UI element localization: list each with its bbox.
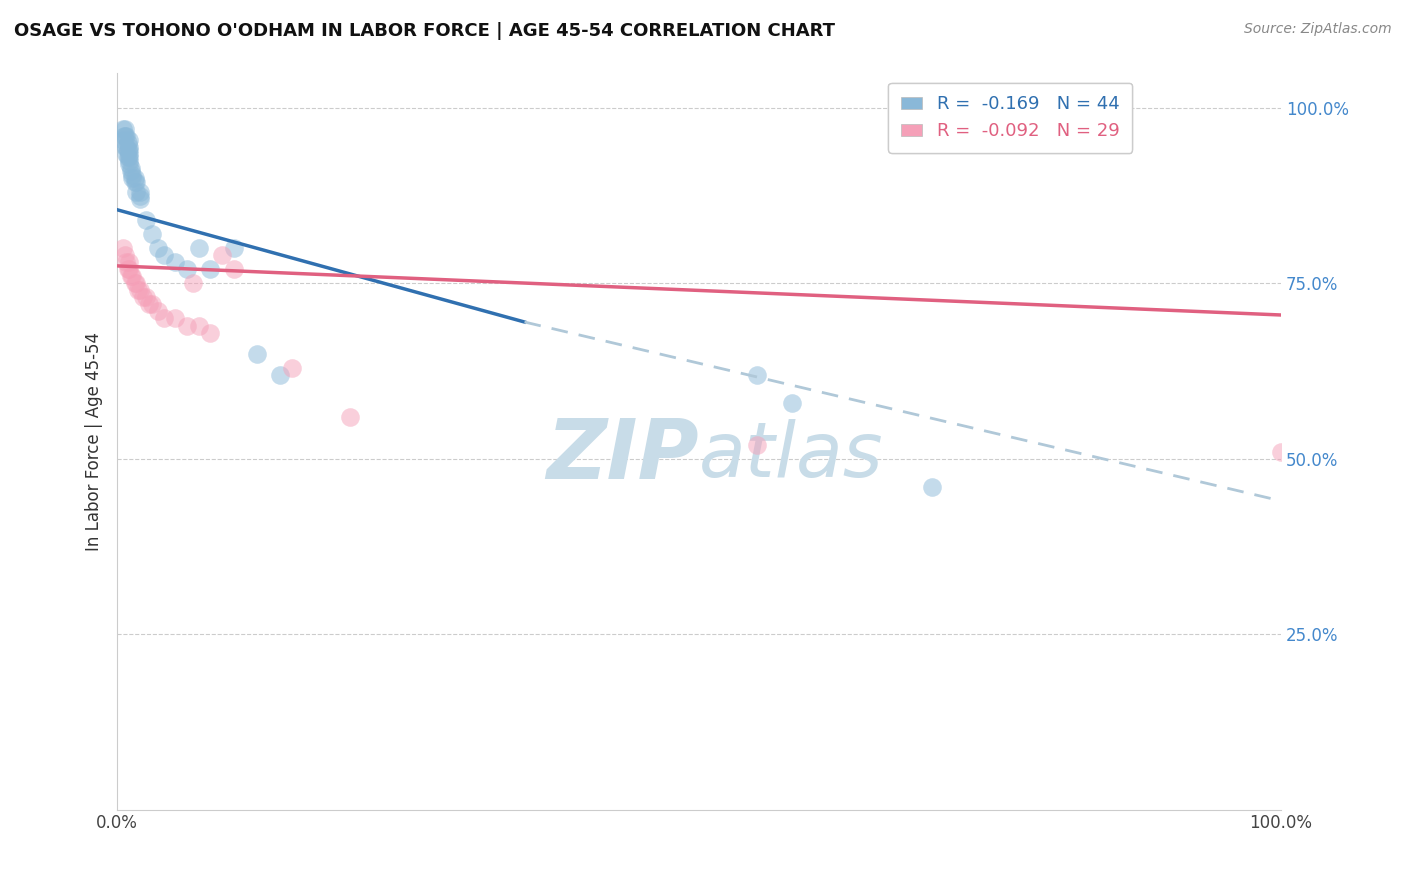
- Point: [111, 122, 134, 136]
- Point: [269, 368, 291, 382]
- Point: [121, 269, 143, 284]
- Point: [117, 262, 139, 277]
- Point: [115, 255, 138, 269]
- Point: [127, 284, 149, 298]
- Point: [114, 129, 136, 144]
- Point: [181, 277, 204, 291]
- Point: [118, 150, 141, 164]
- Point: [222, 241, 245, 255]
- Legend: R =  -0.169   N = 44, R =  -0.092   N = 29: R = -0.169 N = 44, R = -0.092 N = 29: [889, 83, 1132, 153]
- Point: [141, 227, 163, 242]
- Point: [118, 255, 141, 269]
- Point: [211, 248, 233, 262]
- Point: [146, 304, 169, 318]
- Point: [114, 122, 136, 136]
- Point: [125, 186, 148, 200]
- Point: [921, 480, 943, 494]
- Point: [120, 164, 142, 178]
- Text: Source: ZipAtlas.com: Source: ZipAtlas.com: [1244, 22, 1392, 37]
- Point: [115, 146, 138, 161]
- Point: [747, 368, 769, 382]
- Point: [222, 262, 245, 277]
- Point: [187, 241, 209, 255]
- Point: [200, 262, 222, 277]
- Point: [339, 409, 361, 424]
- Point: [115, 139, 138, 153]
- Point: [152, 248, 174, 262]
- Point: [780, 395, 803, 409]
- Point: [120, 161, 142, 175]
- Point: [281, 360, 304, 375]
- Point: [129, 192, 152, 206]
- Point: [114, 248, 136, 262]
- Point: [118, 143, 141, 157]
- Point: [111, 133, 134, 147]
- Point: [112, 129, 135, 144]
- Point: [1270, 444, 1292, 458]
- Point: [124, 277, 146, 291]
- Point: [117, 143, 139, 157]
- Point: [124, 171, 146, 186]
- Point: [135, 213, 157, 227]
- Point: [187, 318, 209, 333]
- Point: [129, 284, 152, 298]
- Point: [165, 255, 187, 269]
- Point: [176, 262, 198, 277]
- Point: [246, 346, 269, 360]
- Point: [132, 290, 155, 304]
- Point: [165, 311, 187, 326]
- Text: atlas: atlas: [699, 419, 883, 493]
- Point: [125, 175, 148, 189]
- Point: [120, 269, 142, 284]
- Point: [135, 290, 157, 304]
- Point: [176, 318, 198, 333]
- Point: [118, 133, 141, 147]
- Point: [124, 175, 146, 189]
- Point: [118, 153, 141, 168]
- Point: [111, 241, 134, 255]
- Point: [129, 186, 152, 200]
- Text: OSAGE VS TOHONO O'ODHAM IN LABOR FORCE | AGE 45-54 CORRELATION CHART: OSAGE VS TOHONO O'ODHAM IN LABOR FORCE |…: [14, 22, 835, 40]
- Y-axis label: In Labor Force | Age 45-54: In Labor Force | Age 45-54: [86, 332, 103, 550]
- Point: [121, 168, 143, 182]
- Point: [121, 171, 143, 186]
- Point: [118, 146, 141, 161]
- Point: [152, 311, 174, 326]
- Point: [138, 297, 160, 311]
- Point: [118, 157, 141, 171]
- Point: [200, 326, 222, 340]
- Point: [115, 129, 138, 144]
- Point: [117, 150, 139, 164]
- Point: [118, 139, 141, 153]
- Point: [125, 277, 148, 291]
- Point: [129, 188, 152, 202]
- Text: ZIP: ZIP: [547, 416, 699, 497]
- Point: [117, 136, 139, 150]
- Point: [114, 139, 136, 153]
- Point: [747, 438, 769, 452]
- Point: [146, 241, 169, 255]
- Point: [141, 297, 163, 311]
- Point: [118, 262, 141, 277]
